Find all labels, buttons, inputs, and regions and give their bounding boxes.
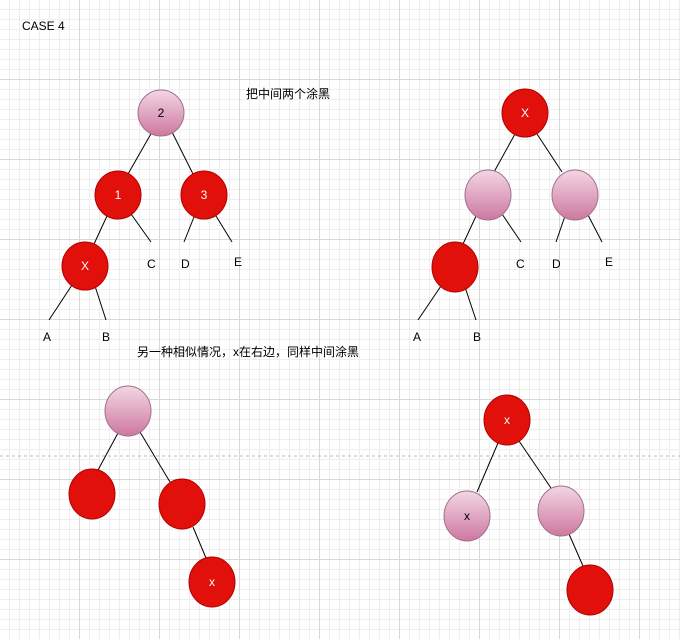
node-label-2: 2 <box>158 106 165 120</box>
leaf-label-b: B <box>102 330 110 344</box>
note-top: 把中间两个涂黑 <box>246 86 330 101</box>
edge-child-a <box>417 285 442 321</box>
node-label-root-x: X <box>521 106 529 120</box>
tree-node-left-black <box>464 169 512 221</box>
edge-right-x <box>192 526 207 559</box>
edge-x-right <box>536 133 563 173</box>
edge-2-3 <box>171 131 194 175</box>
tree-node-2 <box>137 89 185 137</box>
edge-1-c <box>130 213 152 243</box>
tree-bottom-left: x <box>68 385 236 608</box>
tree-node-right-black <box>551 169 599 221</box>
edge-root-left <box>476 442 499 493</box>
edge-root-left <box>97 432 119 471</box>
edge-x-left <box>493 133 516 173</box>
tree-node-right <box>537 485 585 537</box>
case-title: CASE 4 <box>22 19 65 33</box>
node-label-x: X <box>81 259 89 273</box>
leaf-label-d: D <box>552 257 561 271</box>
edge-right-child <box>568 533 584 567</box>
leaf-label-e: E <box>234 255 242 269</box>
edge-3-d <box>183 216 195 243</box>
leaf-label-d: D <box>181 257 190 271</box>
tree-node-root-x <box>483 394 531 446</box>
node-label-x: x <box>209 575 215 589</box>
edge-x-b <box>94 285 107 321</box>
node-label-root-x: x <box>504 413 510 427</box>
edge-root-right <box>139 431 171 483</box>
leaf-label-e: E <box>605 255 613 269</box>
tree-node-left-x <box>443 490 491 542</box>
node-label-3: 3 <box>201 188 208 202</box>
edge-right-e <box>587 214 603 243</box>
node-label-1: 1 <box>115 188 122 202</box>
tree-node-right <box>158 478 206 530</box>
leaf-label-a: A <box>413 330 421 344</box>
edge-1-x <box>93 215 108 245</box>
leaf-label-a: A <box>43 330 51 344</box>
tree-node-x <box>188 556 236 608</box>
leaf-label-c: C <box>147 257 156 271</box>
tree-top-right: X C D E A B <box>413 88 613 344</box>
tree-node-left-left <box>431 241 479 293</box>
tree-node-root-x <box>501 88 549 138</box>
tree-node-1 <box>94 170 142 220</box>
node-label-left-x: x <box>464 509 470 523</box>
edge-left-c <box>501 213 522 243</box>
edge-3-e <box>215 215 233 243</box>
leaf-label-c: C <box>516 257 525 271</box>
tree-node-3 <box>180 170 228 220</box>
edge-root-right <box>518 440 552 489</box>
tree-node-x <box>61 241 109 291</box>
edge-right-d <box>555 215 566 243</box>
tree-node-root <box>104 385 152 437</box>
edge-2-1 <box>127 131 153 175</box>
edge-child-b <box>464 286 477 321</box>
edge-x-a <box>48 284 73 321</box>
leaf-label-b: B <box>473 330 481 344</box>
tree-node-left <box>68 468 116 520</box>
tree-top-left: 2 1 3 X C D E A B <box>43 89 242 344</box>
edge-left-child <box>462 213 478 245</box>
tree-bottom-right: x x <box>443 394 614 616</box>
note-bottom: 另一种相似情况，x在右边，同样中间涂黑 <box>137 344 359 359</box>
tree-node-right-child <box>566 564 614 616</box>
